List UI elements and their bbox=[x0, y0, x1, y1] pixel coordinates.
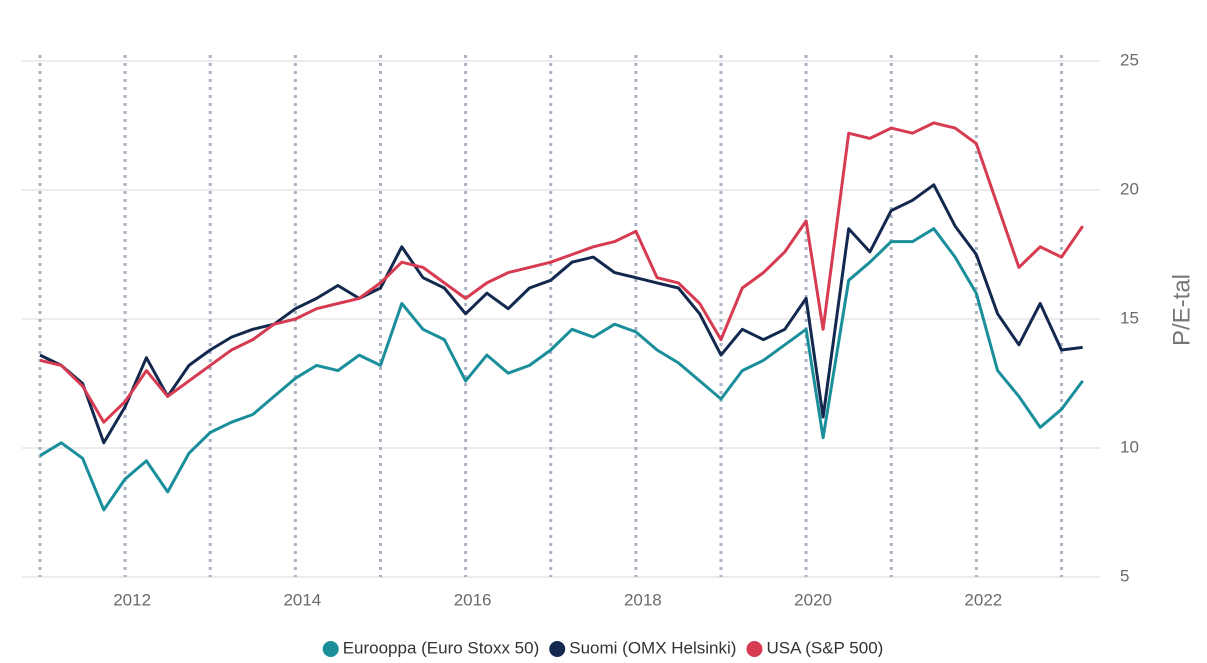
series-line bbox=[39, 121, 1084, 424]
x-tick-label: 2016 bbox=[454, 590, 492, 609]
x-tick-label: 2014 bbox=[283, 590, 321, 609]
legend-marker bbox=[746, 641, 763, 657]
y-tick-label: 25 bbox=[1120, 50, 1139, 69]
x-tick-label: 2022 bbox=[964, 590, 1002, 609]
legend-label: Suomi (OMX Helsinki) bbox=[569, 638, 736, 657]
y-tick-label: 5 bbox=[1120, 566, 1129, 585]
legend-label: USA (S&P 500) bbox=[766, 638, 883, 657]
y-tick-label: 10 bbox=[1120, 437, 1139, 456]
legend-label: Eurooppa (Euro Stoxx 50) bbox=[343, 638, 540, 657]
x-tick-label: 2020 bbox=[794, 590, 832, 609]
legend-marker bbox=[322, 641, 339, 657]
y-tick-label: 20 bbox=[1120, 179, 1139, 198]
y-tick-label: 15 bbox=[1120, 308, 1139, 327]
series-line bbox=[39, 227, 1084, 512]
y-axis-label: P/E-tal bbox=[1168, 274, 1195, 346]
series-line bbox=[39, 183, 1083, 445]
x-tick-label: 2012 bbox=[113, 590, 151, 609]
legend-marker bbox=[549, 641, 566, 657]
x-tick-label: 2018 bbox=[624, 590, 662, 609]
